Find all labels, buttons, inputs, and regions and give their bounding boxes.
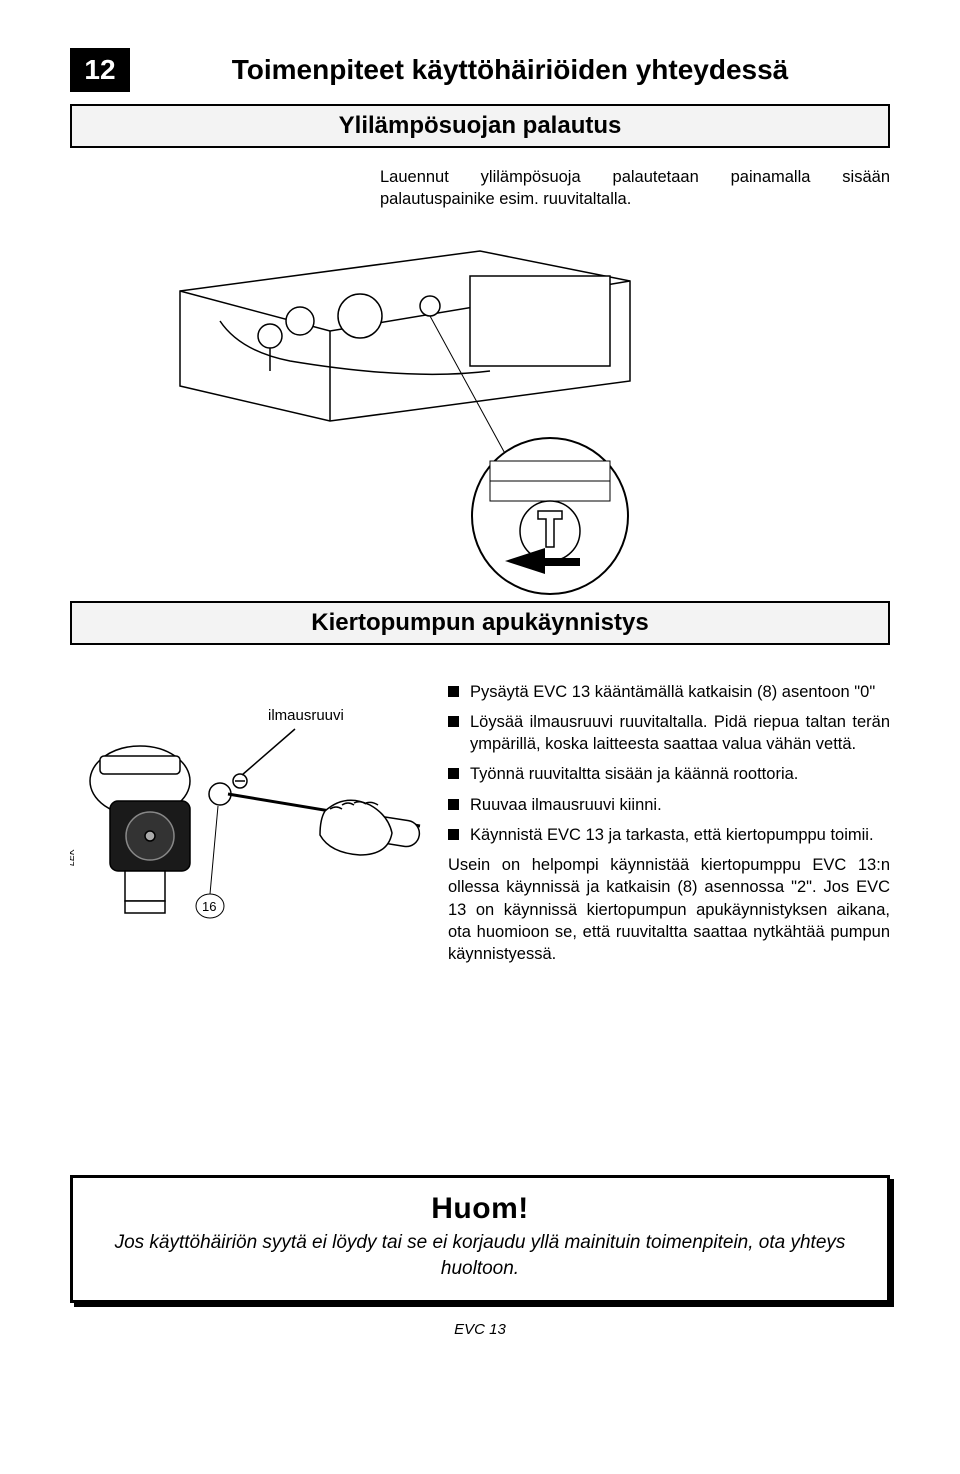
header-title: Toimenpiteet käyttöhäiriöiden yhteydessä bbox=[130, 48, 890, 92]
section2-text: Pysäytä EVC 13 kääntämällä katkaisin (8)… bbox=[430, 671, 890, 966]
section1-intro: Lauennut ylilämpösuoja palautetaan paina… bbox=[70, 166, 890, 211]
note-body: Jos käyttöhäiriön syytä ei löydy tai se … bbox=[95, 1230, 865, 1281]
bullet-list: Pysäytä EVC 13 kääntämällä katkaisin (8)… bbox=[448, 681, 890, 847]
list-item: Ruuvaa ilmausruuvi kiinni. bbox=[448, 794, 890, 816]
list-item: Käynnistä EVC 13 ja tarkasta, että kiert… bbox=[448, 824, 890, 846]
section2-para: Usein on helpompi käynnistää kiertopumpp… bbox=[448, 854, 890, 965]
note-title: Huom! bbox=[95, 1192, 865, 1226]
page-number: 12 bbox=[70, 48, 130, 92]
section2-title: Kiertopumpun apukäynnistys bbox=[70, 601, 890, 645]
page-header: 12 Toimenpiteet käyttöhäiriöiden yhteyde… bbox=[70, 48, 890, 92]
footer: EVC 13 bbox=[70, 1321, 890, 1338]
device-illustration-icon bbox=[150, 221, 710, 601]
lek-mark: LEK bbox=[70, 848, 76, 866]
fig-balloon-number: 16 bbox=[202, 899, 216, 914]
section2-row: ilmausruuvi bbox=[70, 671, 890, 966]
list-item: Työnnä ruuvitaltta sisään ja käännä root… bbox=[448, 763, 890, 785]
fig-label-ilmausruuvi: ilmausruuvi bbox=[268, 707, 344, 724]
figure-pump: ilmausruuvi bbox=[70, 671, 430, 966]
list-item: Pysäytä EVC 13 kääntämällä katkaisin (8)… bbox=[448, 681, 890, 703]
note-box: Huom! Jos käyttöhäiriön syytä ei löydy t… bbox=[70, 1175, 890, 1302]
pump-illustration-icon: LEK bbox=[70, 681, 430, 941]
page: 12 Toimenpiteet käyttöhäiriöiden yhteyde… bbox=[0, 0, 960, 1474]
figure-device bbox=[70, 221, 890, 601]
section1-title: Ylilämpösuojan palautus bbox=[70, 104, 890, 148]
list-item: Löysää ilmausruuvi ruuvitaltalla. Pidä r… bbox=[448, 711, 890, 756]
